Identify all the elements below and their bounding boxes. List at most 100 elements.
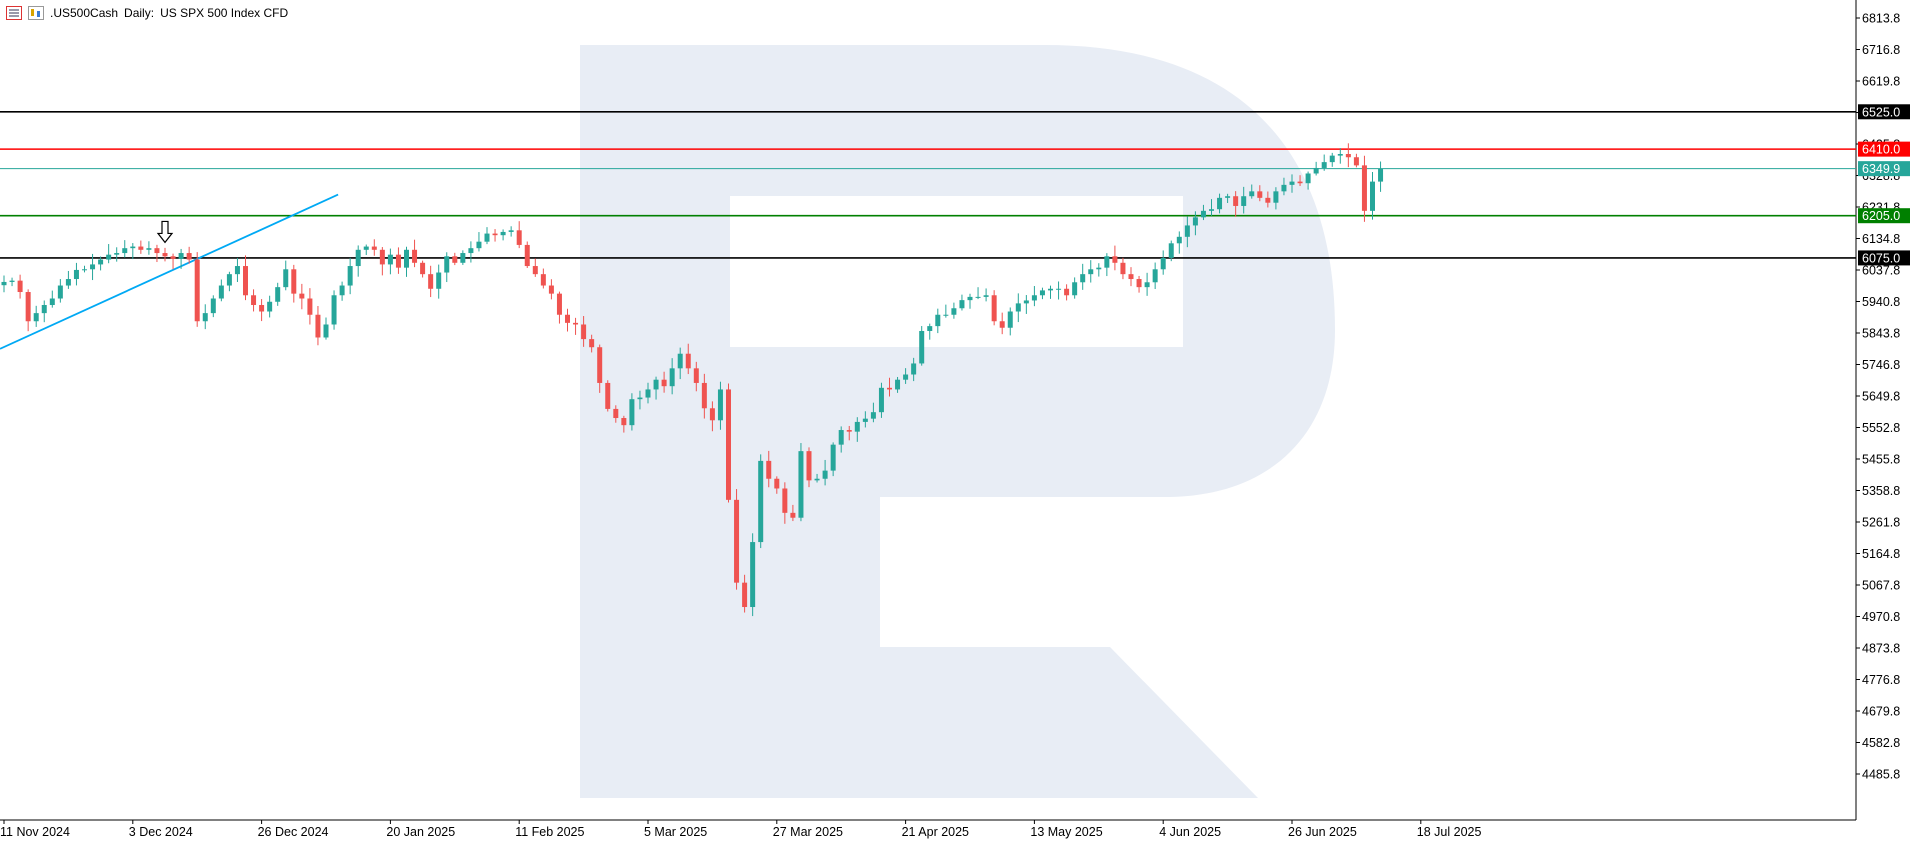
candle-body <box>548 285 554 294</box>
candle <box>154 244 160 263</box>
candle-body <box>565 314 570 323</box>
candle-body <box>323 324 329 338</box>
candle-body <box>1225 196 1231 198</box>
candle-body <box>1249 191 1255 197</box>
candle-body <box>1096 267 1102 270</box>
candle-body <box>830 444 836 471</box>
candle-body <box>500 231 506 236</box>
candle <box>436 264 442 299</box>
candle-body <box>82 269 87 271</box>
candle-body <box>1056 288 1062 290</box>
candle <box>1056 281 1062 300</box>
candle-body <box>540 274 546 286</box>
candle <box>170 253 176 270</box>
candle-body <box>1370 181 1375 211</box>
chart-header: .US500Cash Daily: US SPX 500 Index CFD <box>6 5 288 21</box>
candle-body <box>1281 184 1287 192</box>
candle-body <box>951 308 957 315</box>
candle-body <box>49 298 55 306</box>
candle-body <box>1265 197 1271 203</box>
candle <box>178 248 184 269</box>
candle-body <box>750 542 756 608</box>
candle <box>130 243 136 260</box>
candle <box>1015 293 1021 323</box>
candle <box>774 476 780 494</box>
candle-body <box>291 269 297 294</box>
candle-body <box>1144 282 1150 288</box>
candle-body <box>1039 290 1045 296</box>
candle <box>387 248 393 275</box>
candle-body <box>1305 173 1311 184</box>
candle-body <box>379 249 385 265</box>
candle <box>1144 272 1150 296</box>
x-tick-label: 4 Jun 2025 <box>1159 825 1221 839</box>
candle <box>73 262 79 286</box>
candle <box>1225 193 1231 203</box>
candle <box>202 304 208 330</box>
candle-body <box>210 298 216 314</box>
candle <box>983 288 989 302</box>
candle-body <box>130 246 136 249</box>
candle <box>146 241 152 255</box>
candle <box>460 250 466 265</box>
candle <box>903 368 909 384</box>
candle <box>669 358 675 395</box>
candle <box>822 459 828 486</box>
signal-arrow <box>156 220 174 244</box>
candle <box>299 283 305 310</box>
x-tick-label: 26 Dec 2024 <box>258 825 329 839</box>
candle-body <box>895 379 901 390</box>
axes <box>0 0 1857 821</box>
down-arrow-icon <box>156 220 174 244</box>
candle-body <box>862 418 868 422</box>
candle <box>878 382 884 418</box>
candlestick-icon[interactable] <box>28 6 44 20</box>
candle <box>33 305 39 327</box>
candle-body <box>1072 282 1078 296</box>
y-tick-label: 5455.8 <box>1862 453 1900 467</box>
candle <box>395 247 401 274</box>
candle-body <box>218 285 224 299</box>
x-tick-label: 5 Mar 2025 <box>644 825 707 839</box>
x-tick-label: 20 Jan 2025 <box>386 825 455 839</box>
candle <box>275 282 281 306</box>
candle-body <box>122 248 128 254</box>
candle <box>677 347 683 380</box>
candle-body <box>790 512 796 518</box>
candle-body <box>1297 181 1303 184</box>
candle-body <box>1176 236 1182 244</box>
candle-body <box>178 253 184 259</box>
y-tick-label: 5649.8 <box>1862 390 1900 404</box>
candle-body <box>887 387 892 390</box>
y-tick-label: 4582.8 <box>1862 736 1900 750</box>
candle-body <box>581 324 587 340</box>
candle-body <box>822 470 828 479</box>
candle <box>1353 153 1359 168</box>
candle-body <box>1192 217 1198 226</box>
candle <box>919 326 925 366</box>
candle-body <box>1200 210 1206 218</box>
candle-body <box>975 296 981 298</box>
candle <box>476 232 482 252</box>
candle <box>90 253 96 281</box>
candle <box>573 317 579 335</box>
candle <box>806 447 812 488</box>
candle-body <box>903 374 909 380</box>
trendline[interactable] <box>0 193 339 350</box>
candle <box>1168 240 1174 262</box>
candle <box>339 281 345 301</box>
watermark-logo <box>580 45 1335 798</box>
candle-body <box>629 399 635 426</box>
candle-body <box>1120 262 1126 275</box>
candle-body <box>1257 191 1263 198</box>
candle <box>701 373 707 419</box>
candle-body <box>331 295 337 325</box>
level-label-current: 6349.9 <box>1862 162 1900 176</box>
candle <box>194 252 200 327</box>
symbol-list-icon[interactable] <box>6 6 22 20</box>
candle <box>548 279 554 300</box>
candle <box>621 415 627 433</box>
candle <box>1023 295 1029 314</box>
